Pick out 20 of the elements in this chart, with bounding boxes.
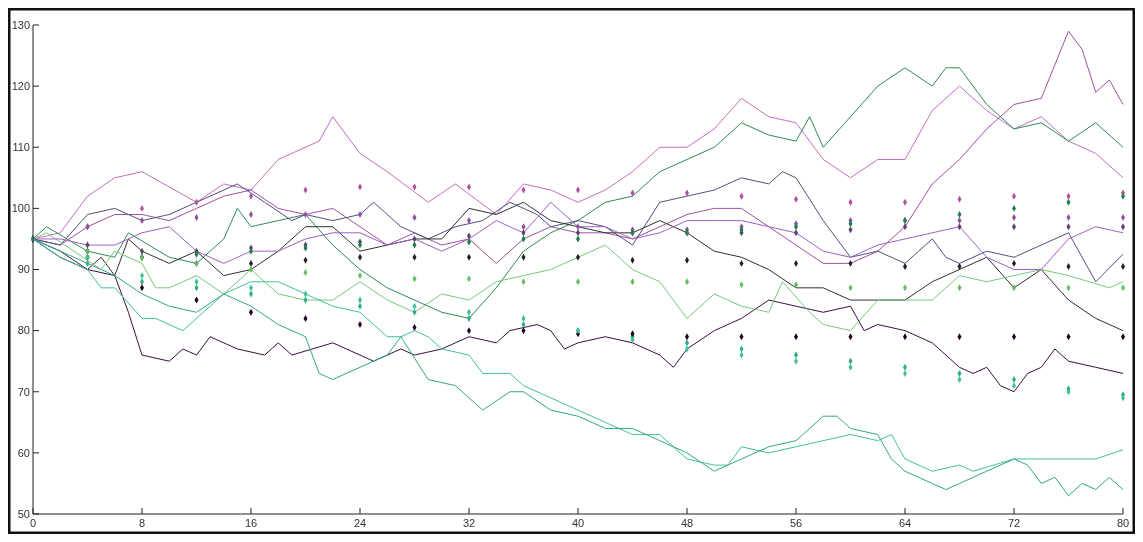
x-tick-label: 72: [1007, 517, 1021, 529]
x-tick-label: 80: [1116, 517, 1130, 529]
x-tick-label: 64: [898, 517, 912, 529]
x-tick-label: 48: [680, 517, 694, 529]
x-tick-label: 56: [789, 517, 803, 529]
y-tick-label: 100: [11, 202, 30, 215]
x-tick-label: 24: [353, 517, 367, 529]
y-tick-label: 50: [17, 507, 30, 520]
x-tick-label: 8: [138, 517, 146, 529]
y-tick-label: 70: [17, 385, 30, 398]
y-tick-label: 80: [17, 324, 30, 337]
x-tick-label: 0: [29, 517, 37, 529]
x-tick-label: 32: [462, 517, 476, 529]
x-tick-label: 40: [571, 517, 585, 529]
y-tick-label: 90: [17, 263, 30, 276]
y-tick-label: 120: [11, 79, 30, 92]
y-tick-label: 130: [11, 18, 30, 31]
x-tick-label: 16: [244, 517, 258, 529]
y-tick-label: 60: [17, 446, 30, 459]
y-tick-label: 110: [12, 141, 30, 154]
